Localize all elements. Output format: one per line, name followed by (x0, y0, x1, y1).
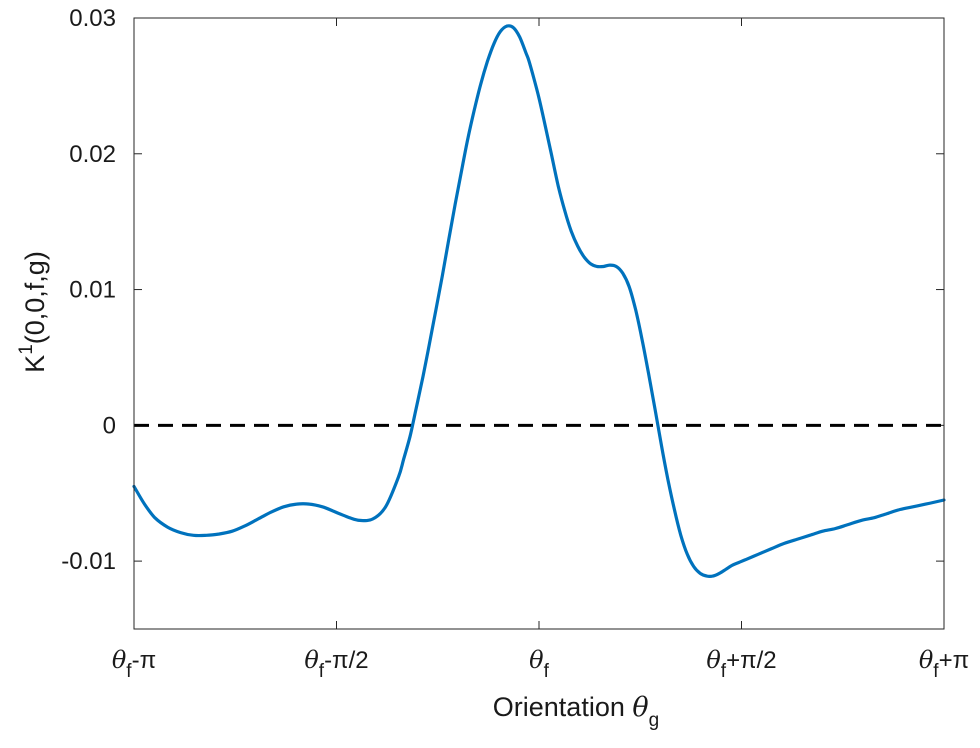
x-axis-title: Orientation θg (493, 692, 659, 731)
y-tick-label: -0.01 (61, 548, 116, 575)
data-series-line (132, 24, 946, 578)
plot-area-frame (133, 17, 945, 630)
x-tick-label: θf+π (919, 646, 969, 682)
x-tick-label: θf-π/2 (304, 646, 368, 682)
axis-ticks (133, 17, 945, 629)
y-axis-title: K1(0,0,f,g) (16, 251, 50, 373)
x-tick-label: θf (529, 646, 549, 682)
y-axis-tick-labels: -0.01 0 0.01 0.02 0.03 (61, 5, 116, 575)
y-tick-label: 0 (103, 412, 116, 439)
y-tick-label: 0.01 (69, 277, 116, 304)
x-axis-tick-labels: θf-π θf-π/2 θf θf+π/2 θf+π (112, 646, 969, 682)
x-tick-label: θf-π (112, 646, 156, 682)
y-tick-label: 0.03 (69, 5, 116, 32)
y-tick-label: 0.02 (69, 141, 116, 168)
x-tick-label: θf+π/2 (706, 646, 776, 682)
